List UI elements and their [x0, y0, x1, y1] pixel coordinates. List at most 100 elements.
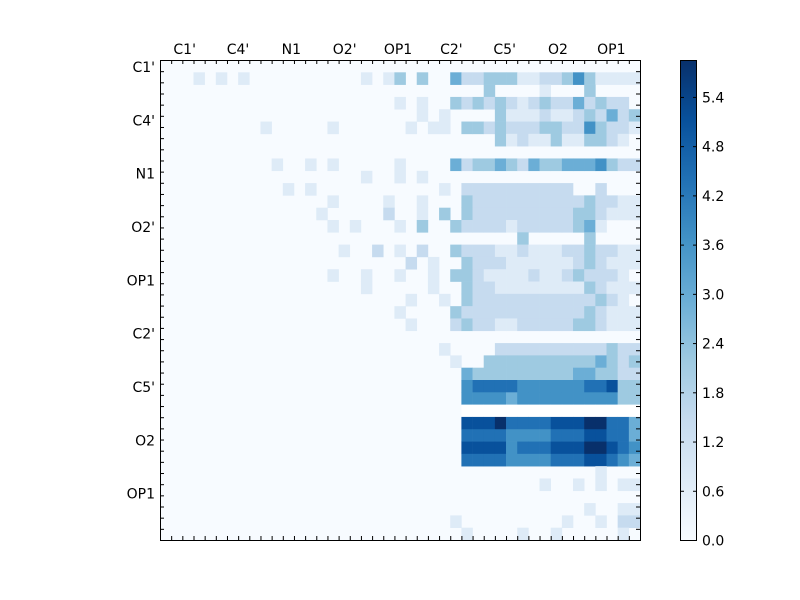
heatmap-cell — [461, 72, 473, 85]
heatmap-cell — [506, 195, 518, 208]
heatmap-cell — [483, 318, 496, 332]
heatmap-cell — [595, 220, 607, 233]
heatmap-cell — [506, 133, 518, 147]
heatmap-cell — [628, 355, 641, 368]
heatmap-cell — [271, 158, 284, 172]
heatmap-cell — [584, 269, 596, 282]
heatmap-cell — [550, 318, 563, 332]
heatmap-cell — [606, 380, 618, 393]
heatmap-cell — [584, 355, 596, 368]
heatmap-cell — [550, 256, 563, 270]
heatmap-cell — [528, 416, 540, 430]
y-tick-label: O2 — [135, 433, 155, 449]
heatmap-cell — [506, 453, 518, 467]
heatmap-cell — [561, 355, 574, 368]
heatmap-cell — [595, 72, 607, 85]
heatmap-cell — [561, 121, 574, 135]
heatmap-cell — [517, 269, 529, 282]
heatmap-cell — [461, 416, 473, 430]
heatmap-cell — [550, 293, 563, 307]
heatmap-cell — [472, 244, 485, 258]
heatmap-cell — [561, 515, 574, 528]
heatmap-cell — [584, 281, 596, 295]
heatmap-cell — [584, 84, 596, 98]
heatmap-cell — [506, 429, 518, 442]
heatmap-cell — [506, 244, 518, 258]
heatmap-cell — [483, 380, 496, 393]
heatmap-cell — [573, 121, 585, 135]
colorbar-tick-label: 0.0 — [702, 534, 724, 550]
heatmap-cell — [494, 404, 507, 418]
heatmap-cell — [494, 96, 507, 110]
heatmap-cell — [573, 478, 585, 492]
heatmap-cell — [595, 318, 607, 332]
heatmap-cell — [472, 293, 485, 307]
colorbar-tick-label: 1.2 — [702, 435, 724, 451]
heatmap-cell — [506, 207, 518, 221]
heatmap-cell — [416, 220, 429, 233]
heatmap-cell — [528, 380, 540, 393]
plot-frame — [160, 60, 641, 541]
heatmap-cell — [517, 429, 529, 442]
heatmap-cell — [450, 244, 462, 258]
heatmap-cell — [550, 207, 563, 221]
heatmap-cell — [561, 96, 574, 110]
heatmap-cell — [472, 416, 485, 430]
heatmap-cell — [394, 269, 406, 282]
heatmap-cell — [483, 355, 496, 368]
heatmap-cell — [517, 195, 529, 208]
heatmap-cell — [517, 183, 529, 196]
heatmap-cell — [494, 281, 507, 295]
heatmap-cell — [573, 380, 585, 393]
heatmap-cell — [561, 404, 574, 418]
heatmap-cell — [550, 355, 563, 368]
x-tick-label: OP1 — [597, 42, 625, 58]
heatmap-cell — [561, 367, 574, 381]
heatmap-cell — [628, 404, 641, 418]
heatmap-cell — [383, 72, 395, 85]
heatmap-cell — [561, 306, 574, 319]
heatmap-cell — [327, 195, 339, 208]
y-tick-label: OP1 — [127, 487, 155, 503]
heatmap-cell — [483, 121, 496, 135]
heatmap-cell — [584, 392, 596, 405]
heatmap-cell — [595, 355, 607, 368]
heatmap-cell — [584, 195, 596, 208]
heatmap-cell — [383, 207, 395, 221]
heatmap-cell — [584, 293, 596, 307]
heatmap-cell — [550, 96, 563, 110]
heatmap-cell — [450, 515, 462, 528]
heatmap-cell — [539, 367, 551, 381]
heatmap-cell — [472, 281, 485, 295]
heatmap-cell — [617, 256, 630, 270]
x-tick-label: C2' — [440, 42, 463, 58]
heatmap-cell — [628, 158, 641, 172]
heatmap-cell — [539, 269, 551, 282]
heatmap-cell — [517, 318, 529, 332]
heatmap-cell — [584, 244, 596, 258]
heatmap-cell — [561, 183, 574, 196]
heatmap-cell — [606, 293, 618, 307]
heatmap-cell — [561, 343, 574, 356]
heatmap-cell — [584, 429, 596, 442]
colorbar-tick-label: 1.8 — [702, 386, 724, 402]
heatmap-cell — [539, 392, 551, 405]
heatmap-cell — [573, 195, 585, 208]
heatmap-cell — [517, 256, 529, 270]
heatmap-cell — [494, 207, 507, 221]
heatmap-cell — [483, 195, 496, 208]
heatmap-cell — [539, 183, 551, 196]
heatmap-cell — [483, 220, 496, 233]
heatmap-cell — [506, 318, 518, 332]
heatmap-cell — [539, 256, 551, 270]
heatmap-cell — [539, 416, 551, 430]
heatmap-cell — [606, 158, 618, 172]
heatmap-cell — [539, 244, 551, 258]
x-tick-label: N1 — [282, 42, 301, 58]
heatmap-cell — [628, 515, 641, 528]
heatmap-cell — [506, 392, 518, 405]
x-tick-label: C1' — [173, 42, 196, 58]
heatmap-cell — [539, 380, 551, 393]
heatmap-cell — [628, 343, 641, 356]
